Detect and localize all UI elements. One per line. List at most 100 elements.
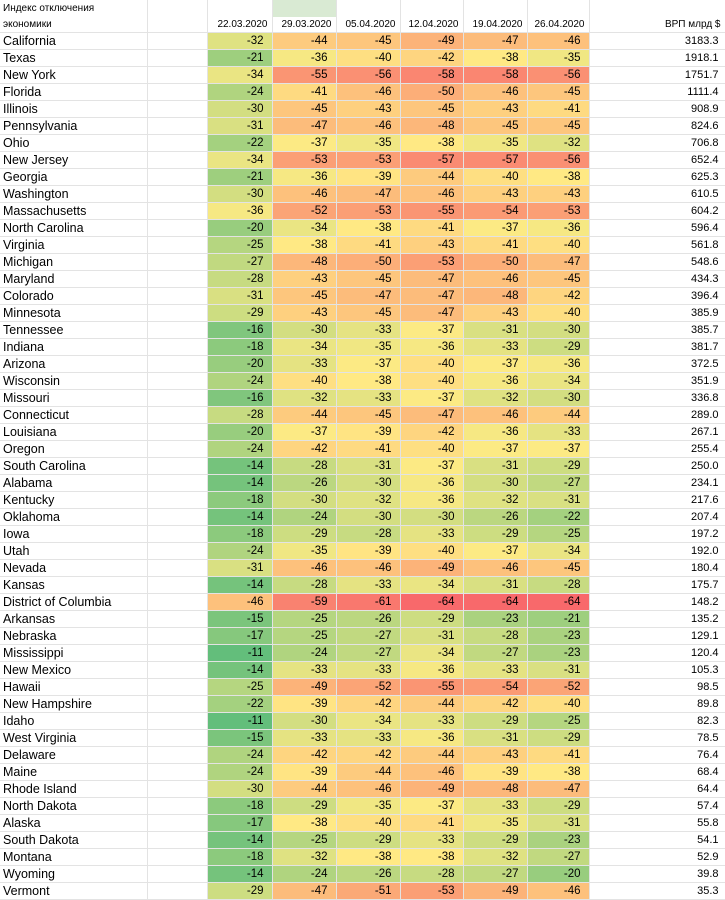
index-value-cell[interactable]: -17 [207,814,273,832]
empty-cell[interactable] [147,542,208,560]
index-value-cell[interactable]: -46 [272,559,337,577]
index-value-cell[interactable]: -26 [463,508,528,526]
index-value-cell[interactable]: -31 [527,814,590,832]
index-value-cell[interactable]: -23 [463,610,528,628]
index-value-cell[interactable]: -24 [272,508,337,526]
empty-cell[interactable] [463,0,528,17]
index-value-cell[interactable]: -22 [207,695,273,713]
index-value-cell[interactable]: -42 [272,746,337,764]
index-value-cell[interactable]: -44 [272,32,337,50]
index-value-cell[interactable]: -27 [527,848,590,866]
index-value-cell[interactable]: -39 [463,763,528,781]
index-value-cell[interactable]: -42 [336,695,401,713]
index-value-cell[interactable]: -41 [272,83,337,101]
index-value-cell[interactable]: -48 [463,287,528,305]
empty-cell[interactable] [147,678,208,696]
index-value-cell[interactable]: -45 [336,406,401,424]
empty-cell[interactable] [147,372,208,390]
index-value-cell[interactable]: -36 [527,219,590,237]
index-value-cell[interactable]: -33 [463,338,528,356]
index-value-cell[interactable]: -41 [336,440,401,458]
index-value-cell[interactable]: -33 [336,321,401,339]
index-value-cell[interactable]: -34 [207,66,273,84]
gdp-value-cell[interactable]: 234.1 [589,474,725,492]
index-value-cell[interactable]: -59 [272,593,337,611]
index-value-cell[interactable]: -29 [463,712,528,730]
index-value-cell[interactable]: -29 [463,831,528,849]
index-value-cell[interactable]: -40 [336,814,401,832]
index-value-cell[interactable]: -38 [336,219,401,237]
index-value-cell[interactable]: -35 [527,49,590,67]
index-value-cell[interactable]: -50 [463,253,528,271]
gdp-value-cell[interactable]: 267.1 [589,423,725,441]
empty-cell[interactable] [147,593,208,611]
gdp-value-cell[interactable]: 55.8 [589,814,725,832]
index-value-cell[interactable]: -25 [527,712,590,730]
index-value-cell[interactable]: -42 [527,287,590,305]
index-value-cell[interactable]: -54 [463,202,528,220]
gdp-value-cell[interactable]: 68.4 [589,763,725,781]
empty-cell[interactable] [589,0,725,17]
index-value-cell[interactable]: -53 [400,882,464,900]
index-value-cell[interactable]: -17 [207,627,273,645]
index-value-cell[interactable]: -36 [463,372,528,390]
index-value-cell[interactable]: -29 [527,729,590,747]
state-name-cell[interactable]: Virginia [0,236,148,254]
index-value-cell[interactable]: -35 [463,134,528,152]
index-value-cell[interactable]: -30 [336,508,401,526]
state-name-cell[interactable]: Nevada [0,559,148,577]
index-value-cell[interactable]: -45 [400,100,464,118]
empty-cell[interactable] [400,0,464,17]
index-value-cell[interactable]: -24 [207,83,273,101]
index-value-cell[interactable]: -37 [400,797,464,815]
index-value-cell[interactable]: -61 [336,593,401,611]
index-value-cell[interactable]: -31 [463,576,528,594]
index-value-cell[interactable]: -58 [463,66,528,84]
index-value-cell[interactable]: -47 [400,304,464,322]
index-value-cell[interactable]: -51 [336,882,401,900]
empty-cell[interactable] [147,236,208,254]
gdp-value-cell[interactable]: 596.4 [589,219,725,237]
index-value-cell[interactable]: -34 [527,372,590,390]
gdp-value-cell[interactable]: 385.7 [589,321,725,339]
gdp-value-cell[interactable]: 381.7 [589,338,725,356]
table-title-line-1[interactable]: Индекс отключения [0,0,148,17]
index-value-cell[interactable]: -28 [336,525,401,543]
index-value-cell[interactable]: -31 [527,661,590,679]
index-value-cell[interactable]: -38 [336,372,401,390]
index-value-cell[interactable]: -28 [527,576,590,594]
index-value-cell[interactable]: -29 [336,831,401,849]
index-value-cell[interactable]: -29 [272,797,337,815]
index-value-cell[interactable]: -45 [527,117,590,135]
index-value-cell[interactable]: -46 [272,185,337,203]
empty-cell[interactable] [147,440,208,458]
index-value-cell[interactable]: -49 [400,780,464,798]
gdp-value-cell[interactable]: 396.4 [589,287,725,305]
index-value-cell[interactable]: -33 [272,729,337,747]
index-value-cell[interactable]: -30 [272,321,337,339]
selected-column-marker[interactable] [272,0,337,17]
state-name-cell[interactable]: Illinois [0,100,148,118]
index-value-cell[interactable]: -57 [400,151,464,169]
gdp-value-cell[interactable]: 372.5 [589,355,725,373]
gdp-value-cell[interactable]: 385.9 [589,304,725,322]
gdp-value-cell[interactable]: 197.2 [589,525,725,543]
index-value-cell[interactable]: -44 [400,695,464,713]
index-value-cell[interactable]: -30 [527,389,590,407]
index-value-cell[interactable]: -40 [400,542,464,560]
index-value-cell[interactable]: -33 [272,355,337,373]
index-value-cell[interactable]: -24 [207,746,273,764]
state-name-cell[interactable]: Oklahoma [0,508,148,526]
index-value-cell[interactable]: -38 [272,814,337,832]
index-value-cell[interactable]: -53 [336,151,401,169]
index-value-cell[interactable]: -18 [207,338,273,356]
index-value-cell[interactable]: -43 [400,236,464,254]
empty-cell[interactable] [147,287,208,305]
table-title-line-2[interactable]: экономики [0,17,148,33]
index-value-cell[interactable]: -28 [463,627,528,645]
index-value-cell[interactable]: -30 [400,508,464,526]
empty-cell[interactable] [147,423,208,441]
state-name-cell[interactable]: West Virginia [0,729,148,747]
index-value-cell[interactable]: -50 [336,253,401,271]
index-value-cell[interactable]: -30 [207,185,273,203]
